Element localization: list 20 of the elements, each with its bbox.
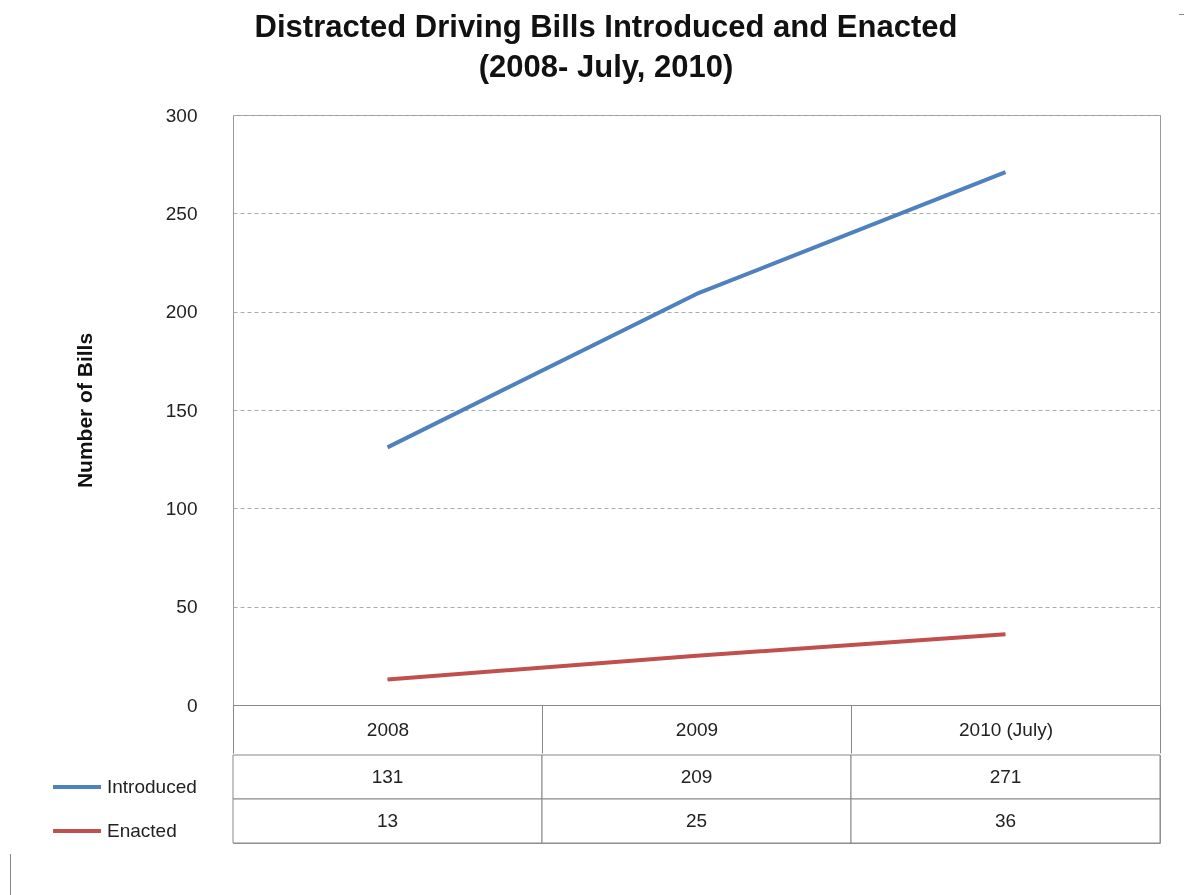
- data-label: 36: [994, 810, 1017, 831]
- chart-title: Distracted Driving Bills Introduced and Enacted (2008- July, 2010): [254, 8, 958, 84]
- data-label: 25: [685, 810, 708, 831]
- data-label: 271: [989, 766, 1022, 787]
- y-tick-label: 100: [165, 497, 198, 519]
- y-axis-title: Number of Bills: [72, 332, 96, 489]
- y-tick-label: 150: [165, 399, 198, 421]
- y-tick-label: 250: [165, 202, 198, 224]
- x-tick-label: 2009: [675, 718, 719, 740]
- legend-label: Introduced: [107, 776, 197, 797]
- y-tick-label: 0: [186, 694, 198, 716]
- legend-label: Enacted: [107, 820, 177, 841]
- data-label: 131: [371, 766, 404, 787]
- y-tick-label: 50: [176, 596, 198, 618]
- x-tick-label: 2008: [366, 718, 410, 740]
- x-tick-label: 2010 (July): [959, 718, 1053, 740]
- y-tick-label: 200: [165, 301, 198, 323]
- data-label: 209: [680, 766, 713, 787]
- data-label: 13: [376, 810, 399, 831]
- y-tick-label: 300: [165, 104, 198, 126]
